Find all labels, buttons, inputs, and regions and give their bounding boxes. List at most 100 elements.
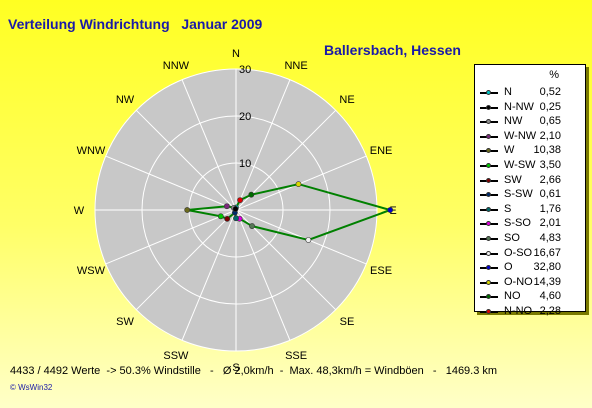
legend-value: 4,60 — [539, 290, 561, 303]
legend-direction: O-NO — [504, 275, 533, 288]
direction-label-sw: SW — [116, 316, 134, 328]
legend-marker-icon — [480, 279, 498, 285]
data-point-ne — [248, 191, 255, 198]
grid-spoke-sse — [235, 209, 291, 341]
legend-value: 0,65 — [539, 115, 561, 128]
legend-entry: W 10,38 — [475, 143, 585, 158]
radial-tick-10: 10 — [239, 158, 251, 170]
direction-label-nw: NW — [116, 94, 135, 106]
legend-entry: S-SO 2,01 — [475, 216, 585, 231]
data-point-nne — [237, 197, 244, 203]
data-point-sw — [224, 215, 231, 222]
grid-spoke-ese — [235, 209, 367, 265]
legend-direction: W — [504, 144, 515, 157]
direction-label-e: E — [389, 205, 396, 217]
legend-list: N 0,52 N-NW 0,25 NW 0,65 W-NW 2,10 W 10,38 W-SW 3,5… — [475, 85, 585, 319]
legend-marker-icon — [480, 133, 498, 139]
direction-label-n: N — [232, 48, 240, 60]
legend-direction: O — [504, 261, 513, 274]
legend-value: 1,76 — [539, 202, 561, 215]
legend-entry: SO 4,83 — [475, 231, 585, 246]
direction-label-w: W — [74, 205, 85, 217]
radial-tick-20: 20 — [239, 111, 251, 123]
direction-label-s: S — [232, 362, 239, 374]
legend-value: 2,66 — [539, 173, 561, 186]
legend-direction: O-SO — [504, 246, 533, 259]
direction-label-nnw: NNW — [163, 60, 190, 72]
legend-value: 2,01 — [539, 217, 561, 230]
direction-label-ne: NE — [339, 94, 354, 106]
direction-label-ssw: SSW — [163, 350, 189, 362]
legend-entry: NO 4,60 — [475, 289, 585, 304]
legend-value: 0,61 — [539, 188, 561, 201]
legend-direction: NW — [504, 115, 523, 128]
grid-spoke-ssw — [181, 209, 237, 341]
legend-value: 2,10 — [539, 129, 561, 142]
legend-direction: N-NW — [504, 100, 534, 113]
grid-spoke-sw — [135, 209, 237, 311]
grid-spoke-wsw — [105, 209, 237, 265]
data-point-wsw — [217, 213, 224, 220]
legend-entry: O 32,80 — [475, 260, 585, 275]
direction-label-sse: SSE — [285, 350, 307, 362]
software-credit: © WsWin32 — [10, 383, 53, 392]
direction-label-nne: NNE — [284, 60, 307, 72]
legend: % N 0,52 N-NW 0,25 NW 0,65 W-NW 2,10 W 10,38 W-SW 3… — [474, 64, 586, 317]
grid-spoke-wnw — [105, 155, 237, 211]
radial-tick-30: 30 — [239, 64, 251, 76]
legend-entry: W-NW 2,10 — [475, 129, 585, 144]
legend-marker-icon — [480, 235, 498, 241]
data-point-e — [387, 207, 394, 213]
legend-direction: W-SW — [504, 158, 536, 171]
legend-value: 0,25 — [539, 100, 561, 113]
data-point-ese — [305, 237, 312, 243]
legend-value: 10,38 — [533, 144, 561, 157]
legend-direction: S-SO — [504, 217, 531, 230]
legend-value: 3,50 — [539, 158, 561, 171]
legend-entry: O-SO 16,67 — [475, 246, 585, 261]
legend-marker-icon — [480, 119, 498, 125]
legend-marker-icon — [480, 294, 498, 300]
legend-direction: NO — [504, 290, 521, 303]
legend-unit: % — [549, 69, 559, 81]
data-point-wnw — [223, 203, 230, 210]
data-point-s — [233, 215, 239, 222]
legend-marker-icon — [480, 104, 498, 110]
legend-direction: S — [504, 202, 512, 215]
legend-entry: SW 2,66 — [475, 173, 585, 188]
legend-marker-icon — [480, 206, 498, 212]
direction-label-wsw: WSW — [77, 265, 106, 277]
legend-marker-icon — [480, 250, 498, 256]
data-point-ene — [295, 181, 302, 188]
legend-direction: SO — [504, 231, 520, 244]
legend-value: 32,80 — [533, 261, 561, 274]
direction-label-wnw: WNW — [77, 145, 106, 157]
legend-marker-icon — [480, 308, 498, 314]
direction-label-ene: ENE — [370, 145, 393, 157]
legend-marker-icon — [480, 192, 498, 198]
data-point-w — [184, 207, 191, 213]
legend-marker-icon — [480, 148, 498, 154]
legend-marker-icon — [480, 90, 498, 95]
legend-direction: N — [504, 86, 512, 98]
location-label: Ballersbach, Hessen — [324, 42, 461, 58]
legend-value: 4,83 — [539, 231, 561, 244]
statistics-footer: 4433 / 4492 Werte -> 50.3% Windstille - … — [10, 365, 498, 377]
legend-value: 0,52 — [539, 86, 561, 98]
legend-entry: N-NW 0,25 — [475, 100, 585, 115]
grid-spoke-nne — [235, 79, 291, 211]
grid-spoke-nw — [135, 109, 237, 211]
direction-label-se: SE — [340, 316, 355, 328]
legend-value: 2,28 — [539, 304, 561, 317]
legend-marker-icon — [480, 177, 498, 183]
legend-direction: S-SW — [504, 188, 533, 201]
legend-entry: N-NO 2,28 — [475, 304, 585, 319]
legend-direction: SW — [504, 173, 522, 186]
legend-entry: N 0,52 — [475, 85, 585, 100]
legend-entry: S 1,76 — [475, 202, 585, 217]
legend-marker-icon — [480, 221, 498, 227]
grid-spoke-nnw — [181, 79, 237, 211]
legend-entry: W-SW 3,50 — [475, 158, 585, 173]
legend-entry: NW 0,65 — [475, 114, 585, 129]
